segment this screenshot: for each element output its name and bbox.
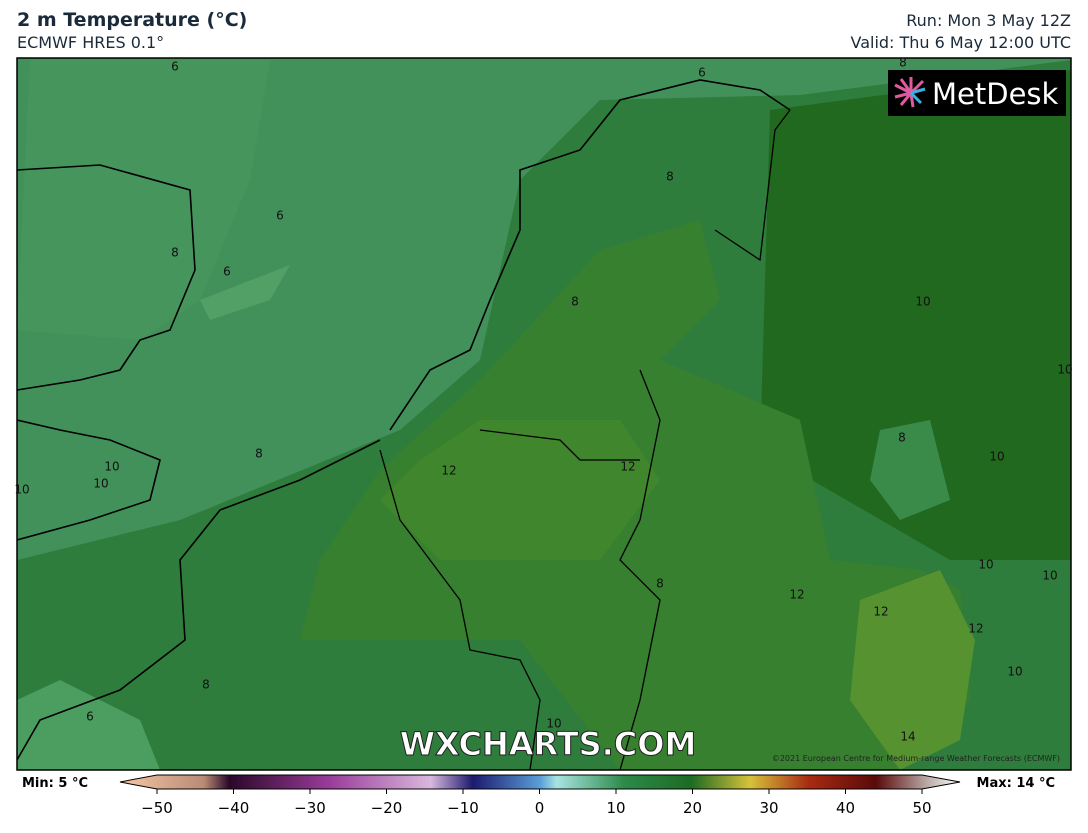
valid-time: Valid: Thu 6 May 12:00 UTC	[850, 33, 1071, 52]
logo-icon	[894, 77, 926, 108]
contour-label: 6	[698, 66, 706, 80]
max-label: Max: 14 °C	[977, 776, 1055, 791]
logo-box	[888, 70, 1066, 116]
map	[17, 58, 1071, 770]
colorbar-tick-label: 10	[606, 799, 625, 817]
colorbar-tick-label: 40	[836, 799, 855, 817]
contour-label: 8	[571, 295, 579, 309]
contour-label: 8	[666, 170, 674, 184]
contour-label: 14	[900, 730, 915, 744]
colorbar-tick-label: −30	[294, 799, 326, 817]
copyright: ©2021 European Centre for Medium-range W…	[772, 754, 1060, 763]
title: 2 m Temperature (°C)	[17, 9, 247, 31]
contour-label: 12	[441, 464, 456, 478]
contour-label: 10	[14, 483, 29, 497]
colorbar-tick-label: 0	[535, 799, 545, 817]
contour-label: 8	[898, 431, 906, 445]
contour-label: 6	[276, 209, 284, 223]
contour-label: 12	[620, 460, 635, 474]
colorbar	[119, 774, 961, 790]
colorbar-tick-label: 30	[759, 799, 778, 817]
contour-label: 10	[93, 477, 108, 491]
min-label: Min: 5 °C	[22, 776, 88, 791]
contour-label: 10	[1057, 363, 1072, 377]
subtitle: ECMWF HRES 0.1°	[17, 33, 164, 52]
watermark: WXCHARTS.COM	[400, 725, 697, 763]
colorbar-tick-label: −20	[371, 799, 403, 817]
contour-label: 10	[989, 450, 1004, 464]
contour-label: 8	[899, 56, 907, 70]
contour-label: 8	[656, 577, 664, 591]
colorbar-tick-label: −10	[447, 799, 479, 817]
contour-label: 6	[171, 60, 179, 74]
colorbar-tick-label: 20	[683, 799, 702, 817]
contour-label: 8	[171, 246, 179, 260]
contour-label: 10	[104, 460, 119, 474]
contour-label: 10	[1007, 665, 1022, 679]
contour-label: 12	[873, 605, 888, 619]
colorbar-tick-label: 50	[912, 799, 931, 817]
contour-label: 6	[223, 265, 231, 279]
contour-label: 12	[968, 622, 983, 636]
map-frame	[16, 57, 1072, 771]
contour-label: 10	[915, 295, 930, 309]
contour-label: 6	[86, 710, 94, 724]
colorbar-tick-label: −50	[141, 799, 173, 817]
contour-label: 10	[978, 558, 993, 572]
contour-label: 10	[1042, 569, 1057, 583]
contour-label: 8	[202, 678, 210, 692]
run-time: Run: Mon 3 May 12Z	[906, 11, 1071, 30]
colorbar-tick-label: −40	[218, 799, 250, 817]
logo-text: MetDesk	[932, 77, 1059, 111]
contour-label: 12	[789, 588, 804, 602]
contour-label: 10	[546, 717, 561, 731]
contour-label: 8	[255, 447, 263, 461]
